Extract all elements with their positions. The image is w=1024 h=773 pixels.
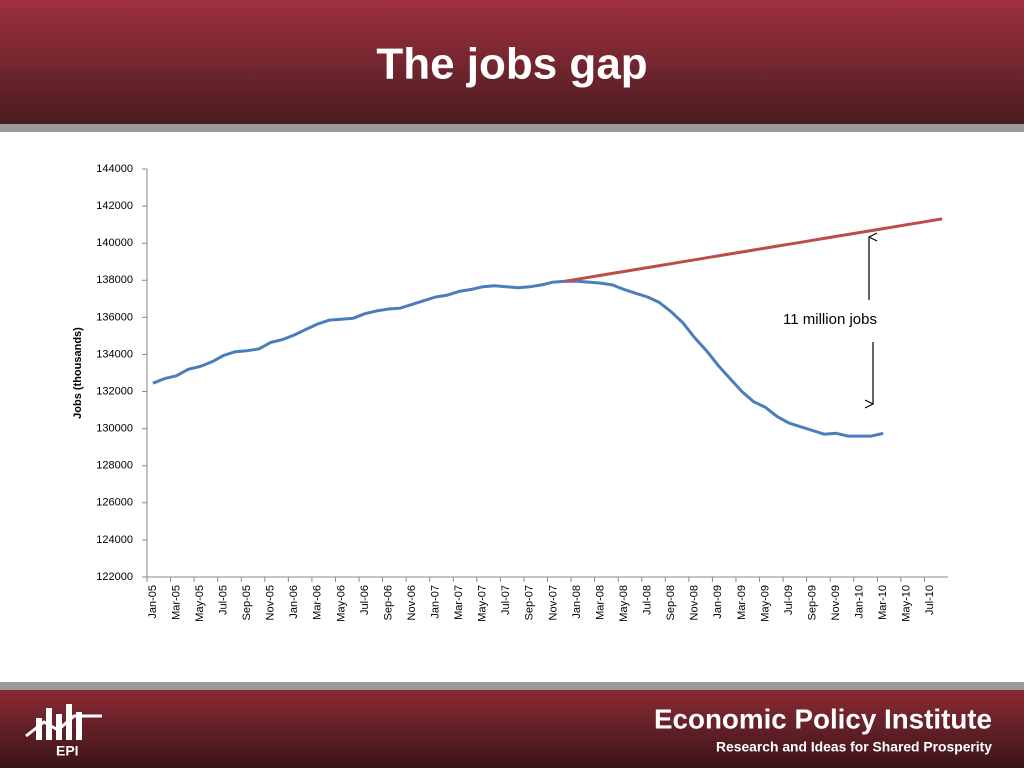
y-tick-label: 126000 [96,497,133,509]
x-tick-label: Jan-09 [712,585,724,619]
y-tick-label: 134000 [96,348,133,360]
x-tick-label: Jul-06 [359,585,371,615]
org-name: Economic Policy Institute [654,703,992,734]
series-line [152,279,884,438]
tagline: Research and Ideas for Shared Prosperity [716,739,992,755]
series-line [564,217,943,283]
y-axis-label: Jobs (thousands) [72,327,84,419]
x-tick-label: Mar-08 [594,585,606,620]
logo-icon [25,704,102,740]
annotation: 11 million jobs [783,311,877,328]
x-tick-label: May-10 [901,585,913,622]
x-tick-label: Nov-07 [547,585,559,620]
x-tick-label: May-08 [618,585,630,622]
x-tick-label: Sep-06 [382,585,394,620]
x-tick-label: Mar-06 [312,585,324,620]
x-tick-label: Mar-09 [736,585,748,620]
y-tick-label: 122000 [96,571,133,583]
x-tick-label: Jul-05 [217,585,229,615]
x-tick-label: Mar-05 [170,585,182,620]
x-tick-label: Jan-05 [147,585,159,619]
x-tick-label: Mar-10 [877,585,889,620]
slide-title: The jobs gap [376,40,647,89]
x-tick-label: Nov-08 [689,585,701,620]
y-tick-label: 138000 [96,274,133,286]
x-tick-label: May-05 [194,585,206,622]
footer-band [0,690,1024,768]
x-tick-label: Nov-05 [265,585,277,620]
chart: Jobs (thousands) 11 million jobs 122000 1… [72,163,948,622]
header-band [0,0,1024,124]
x-tick-label: Jul-09 [783,585,795,615]
x-tick-label: Jan-06 [288,585,300,619]
x-tick-label: Sep-05 [241,585,253,620]
x-tick-label: Jan-07 [430,585,442,619]
x-tick-label: Sep-09 [806,585,818,620]
x-tick-label: Mar-07 [453,585,465,620]
header-rule [0,124,1024,132]
y-tick-label: 140000 [96,237,133,249]
y-tick-label: 124000 [96,534,133,546]
x-tick-label: Jan-10 [854,585,866,619]
y-tick-label: 130000 [96,423,133,435]
y-tick-label: 142000 [96,200,133,212]
x-tick-label: May-06 [335,585,347,622]
x-tick-label: Jul-08 [642,585,654,615]
x-tick-label: Sep-07 [524,585,536,620]
y-tick-label: 128000 [96,460,133,472]
x-tick-label: Jan-08 [571,585,583,619]
x-tick-label: Jul-10 [924,585,936,615]
x-tick-label: Nov-06 [406,585,418,620]
x-tick-label: Nov-09 [830,585,842,620]
y-tick-label: 132000 [96,385,133,397]
x-tick-label: Jul-07 [500,585,512,615]
y-tick-label: 144000 [96,163,133,175]
annotation-box [752,302,902,338]
x-tick-label: May-09 [759,585,771,622]
y-tick-label: 136000 [96,311,133,323]
x-tick-label: Sep-08 [665,585,677,620]
logo-text: EPI [56,743,79,759]
x-tick-label: May-07 [477,585,489,622]
footer-rule [0,682,1024,690]
